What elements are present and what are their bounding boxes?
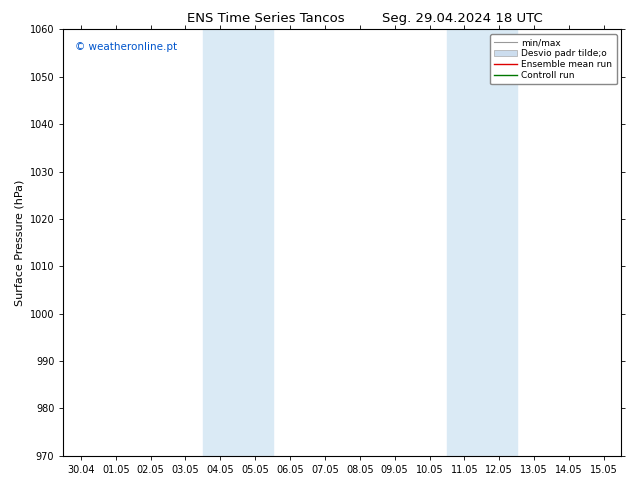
Legend: min/max, Desvio padr tilde;o, Ensemble mean run, Controll run: min/max, Desvio padr tilde;o, Ensemble m… [489,34,617,84]
Y-axis label: Surface Pressure (hPa): Surface Pressure (hPa) [14,179,24,306]
Bar [447,29,517,456]
Text: © weatheronline.pt: © weatheronline.pt [75,42,177,52]
Text: Seg. 29.04.2024 18 UTC: Seg. 29.04.2024 18 UTC [382,12,543,25]
Text: ENS Time Series Tancos: ENS Time Series Tancos [188,12,345,25]
Bar [203,29,273,456]
